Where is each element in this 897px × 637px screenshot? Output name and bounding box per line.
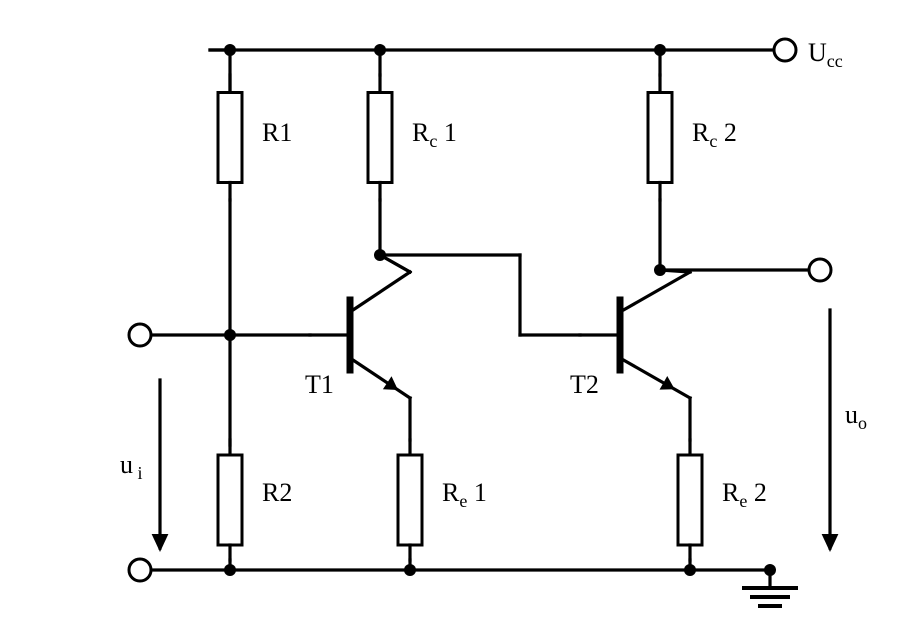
- label-r2: R2: [262, 478, 292, 508]
- label-t1: T1: [305, 370, 334, 400]
- label-r1: R1: [262, 118, 292, 148]
- label-t2: T2: [570, 370, 599, 400]
- label-re1: Re 1: [442, 478, 487, 512]
- label-ucc: Ucc: [808, 38, 843, 72]
- label-uo: uo: [845, 400, 867, 434]
- label-rc1: Rc 1: [412, 118, 457, 152]
- label-rc2: Rc 2: [692, 118, 737, 152]
- label-re2: Re 2: [722, 478, 767, 512]
- circuit-diagram: [0, 0, 897, 637]
- label-ui: u i: [120, 450, 143, 484]
